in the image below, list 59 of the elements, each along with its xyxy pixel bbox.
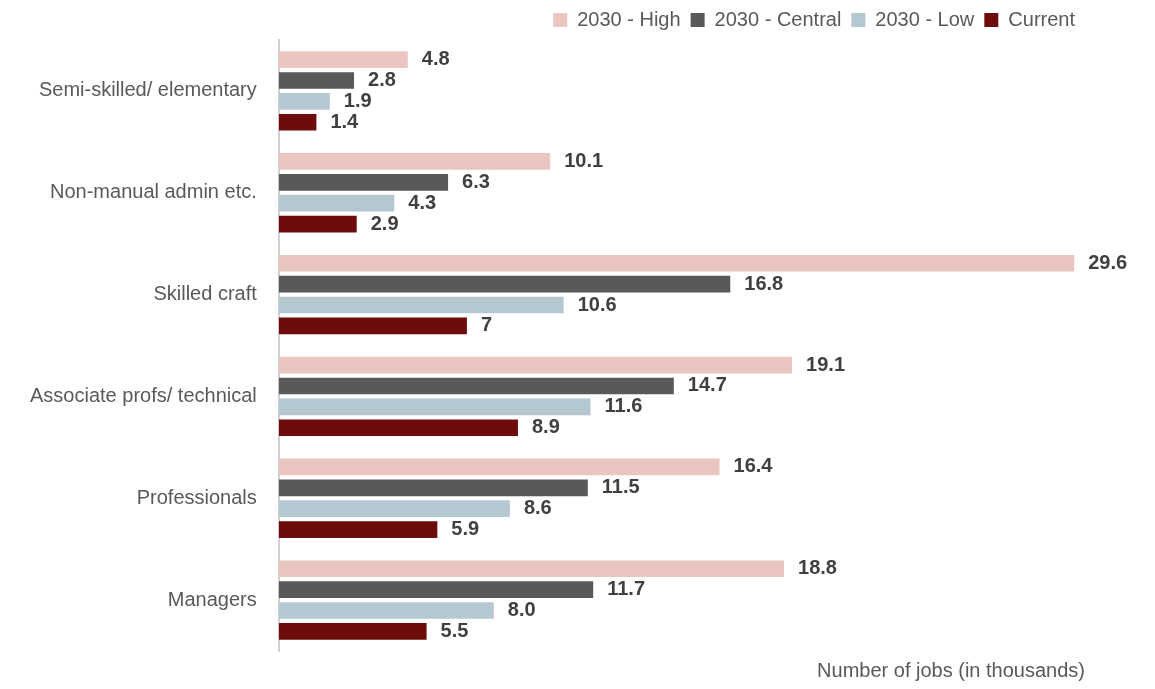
bar <box>278 113 317 131</box>
bar <box>278 560 785 578</box>
bar <box>278 581 594 598</box>
bar <box>278 173 449 191</box>
bar <box>278 72 355 89</box>
data-label: 5.5 <box>440 618 469 641</box>
bar <box>278 51 408 68</box>
legend-label: 2030 - Low <box>875 7 975 30</box>
data-label: 16.4 <box>733 454 774 477</box>
bar <box>278 377 674 395</box>
data-label: 8.0 <box>507 598 536 621</box>
data-label: 14.7 <box>687 373 727 396</box>
y-tick-label: Semi-skilled/ elementary <box>38 78 257 101</box>
data-label: 4.3 <box>408 190 437 213</box>
data-label: 18.8 <box>798 556 837 579</box>
data-label: 2.8 <box>368 67 396 90</box>
bar <box>278 419 518 437</box>
data-label: 4.8 <box>421 47 450 70</box>
data-label: 19.1 <box>806 352 846 375</box>
legend-label: 2030 - High <box>577 7 681 30</box>
data-label: 11.7 <box>607 577 646 600</box>
data-label: 1.9 <box>343 88 372 111</box>
legend-label: 2030 - Central <box>714 7 842 30</box>
bar <box>278 275 731 293</box>
bar <box>278 479 588 497</box>
data-label: 29.6 <box>1088 250 1128 273</box>
bar <box>278 254 1075 272</box>
data-label: 8.9 <box>531 415 560 438</box>
y-tick-label: Associate profs/ technical <box>30 383 257 406</box>
legend-label: Current <box>1008 7 1076 30</box>
data-label: 10.1 <box>564 148 604 171</box>
bar <box>278 296 564 314</box>
bar <box>278 602 494 619</box>
data-label: 8.6 <box>523 496 552 519</box>
data-label: 11.6 <box>604 394 643 417</box>
x-axis-title: Number of jobs (in thousands) <box>817 658 1085 681</box>
data-label: 10.6 <box>577 292 617 315</box>
bar <box>278 623 427 640</box>
data-label: 11.5 <box>601 475 640 498</box>
y-tick-label: Non-manual admin etc. <box>50 180 257 203</box>
bar <box>278 356 793 374</box>
bar <box>278 398 591 416</box>
y-tick-label: Managers <box>167 587 257 610</box>
bar <box>278 153 551 170</box>
data-label: 1.4 <box>330 109 360 132</box>
y-tick-label: Skilled craft <box>153 282 258 305</box>
data-label: 2.9 <box>370 211 399 234</box>
bar <box>278 458 720 476</box>
bar <box>278 215 357 233</box>
data-label: 6.3 <box>462 169 490 192</box>
bar <box>278 500 510 518</box>
bar <box>278 521 438 538</box>
data-label: 7 <box>480 313 493 336</box>
data-label: 16.8 <box>744 271 784 294</box>
bar <box>278 194 395 212</box>
data-label: 5.9 <box>451 517 480 540</box>
bar <box>278 317 467 335</box>
y-tick-label: Professionals <box>136 485 257 508</box>
bar <box>278 93 330 110</box>
